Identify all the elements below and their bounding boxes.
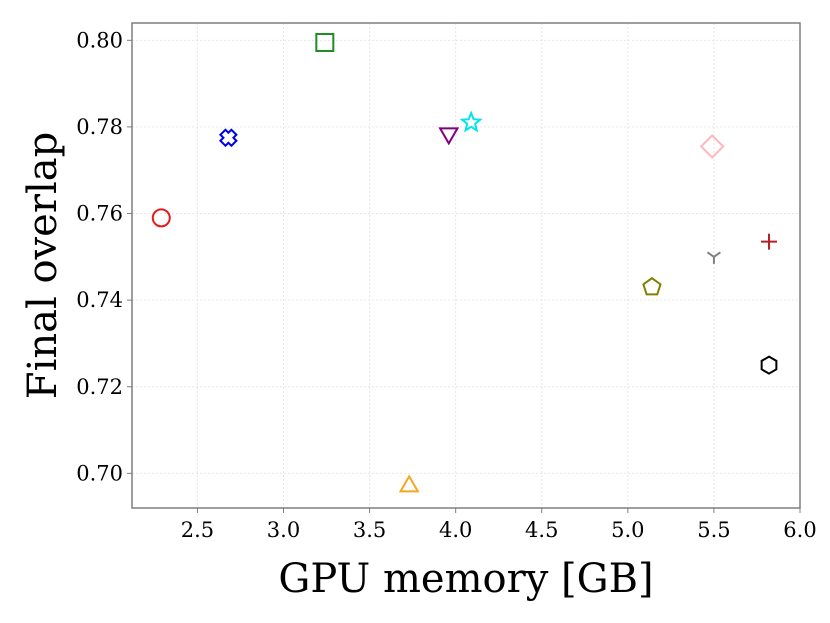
data-point-hexagon bbox=[760, 355, 778, 375]
y-tick-label: 0.76 bbox=[76, 202, 123, 226]
grid-lines bbox=[132, 23, 801, 508]
x-axis-label: GPU memory [GB] bbox=[278, 556, 653, 602]
x-tick-label: 5.0 bbox=[611, 518, 644, 542]
data-point-triangle-down bbox=[438, 127, 460, 146]
y-tick-label: 0.80 bbox=[76, 28, 123, 52]
x-tick-label: 4.0 bbox=[439, 518, 472, 542]
plot-frame bbox=[131, 22, 801, 509]
data-point-x-cross bbox=[218, 128, 238, 148]
data-point-circle bbox=[151, 208, 171, 228]
data-point-triangle-up bbox=[398, 474, 420, 493]
data-point-diamond bbox=[699, 134, 725, 159]
x-tick-label: 4.5 bbox=[525, 518, 558, 542]
y-axis-ticks: 0.70 0.72 0.74 0.76 0.78 0.80 bbox=[76, 28, 132, 485]
data-point-square bbox=[315, 32, 335, 52]
x-axis-ticks: 2.5 3.0 3.5 4.0 4.5 5.0 5.5 6.0 bbox=[181, 508, 817, 542]
x-tick-label: 3.5 bbox=[353, 518, 386, 542]
x-tick-label: 5.5 bbox=[697, 518, 730, 542]
data-point-plus bbox=[761, 233, 778, 250]
y-tick-label: 0.78 bbox=[76, 115, 123, 139]
y-tick-label: 0.70 bbox=[76, 461, 123, 485]
data-point-pentagon bbox=[642, 276, 662, 296]
data-point-tri-down bbox=[706, 251, 721, 264]
y-tick-label: 0.74 bbox=[76, 288, 123, 312]
data-points bbox=[151, 32, 778, 493]
x-tick-label: 6.0 bbox=[783, 518, 816, 542]
x-tick-label: 3.0 bbox=[267, 518, 300, 542]
data-point-star bbox=[459, 110, 483, 133]
y-axis-label: Final overlap bbox=[20, 132, 66, 399]
y-tick-label: 0.72 bbox=[76, 375, 123, 399]
x-tick-label: 2.5 bbox=[181, 518, 214, 542]
